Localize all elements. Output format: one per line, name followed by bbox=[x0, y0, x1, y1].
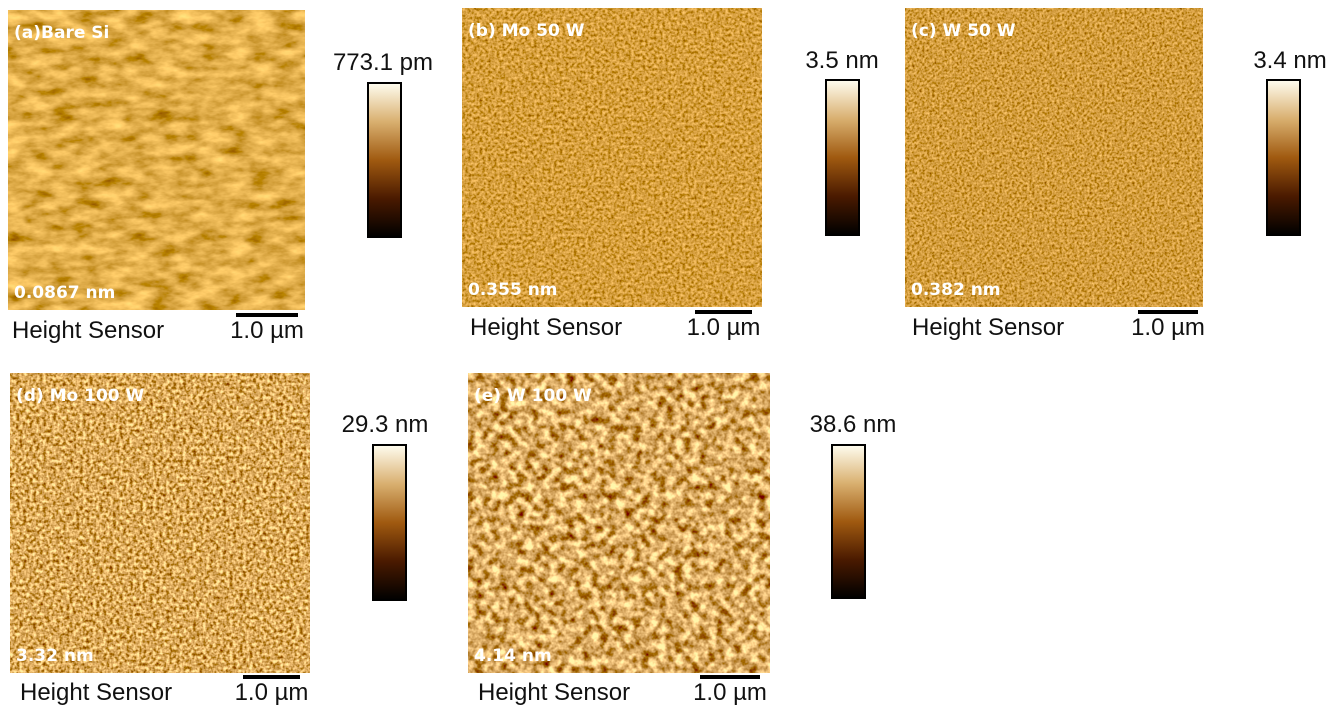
channel-label: Height Sensor bbox=[912, 314, 1064, 341]
colorbar-max: 29.3 nm bbox=[342, 411, 429, 438]
colorbar bbox=[368, 83, 401, 237]
panel-label: (d) Mo 100 W bbox=[16, 386, 145, 406]
roughness-label: 0.355 nm bbox=[468, 280, 558, 300]
colorbar-max: 3.5 nm bbox=[805, 47, 878, 74]
channel-label: Height Sensor bbox=[12, 317, 164, 344]
scale-bar-label: 1.0 µm bbox=[1131, 314, 1205, 341]
afm-panel: (c) W 50 W 0.382 nm 3.4 nm Height Sensor 1.0… bbox=[905, 8, 1327, 341]
roughness-label: 0.382 nm bbox=[911, 280, 1001, 300]
afm-image bbox=[468, 373, 770, 673]
panels: (a)Bare Si 0.0867 nm 773.1 pm Height Sensor… bbox=[8, 8, 1327, 706]
colorbar bbox=[826, 80, 859, 235]
roughness-label: 3.32 nm bbox=[16, 646, 94, 666]
scale-bar-label: 1.0 µm bbox=[235, 679, 309, 706]
afm-panel: (a)Bare Si 0.0867 nm 773.1 pm Height Sensor… bbox=[8, 10, 433, 344]
afm-image bbox=[10, 373, 310, 673]
channel-label: Height Sensor bbox=[20, 679, 172, 706]
colorbar-max: 3.4 nm bbox=[1253, 47, 1326, 74]
colorbar-max: 38.6 nm bbox=[810, 411, 897, 438]
panel-label: (e) W 100 W bbox=[474, 386, 592, 406]
scale-bar-label: 1.0 µm bbox=[687, 314, 761, 341]
panel-label: (c) W 50 W bbox=[911, 21, 1016, 41]
roughness-label: 4.14 nm bbox=[474, 646, 552, 666]
scale-bar-label: 1.0 µm bbox=[230, 317, 304, 344]
scale-bar-label: 1.0 µm bbox=[693, 679, 767, 706]
channel-label: Height Sensor bbox=[478, 679, 630, 706]
panel-label: (a)Bare Si bbox=[14, 23, 109, 43]
figure: (a)Bare Si 0.0867 nm 773.1 pm Height Sensor… bbox=[0, 0, 1336, 708]
colorbar bbox=[373, 445, 406, 600]
colorbar-max: 773.1 pm bbox=[333, 49, 433, 76]
afm-panel: (b) Mo 50 W 0.355 nm 3.5 nm Height Sensor 1.… bbox=[462, 8, 879, 341]
panel-label: (b) Mo 50 W bbox=[468, 21, 585, 41]
roughness-label: 0.0867 nm bbox=[14, 283, 115, 303]
afm-panel: (e) W 100 W 4.14 nm 38.6 nm Height Sensor 1.… bbox=[468, 373, 896, 706]
colorbar bbox=[1267, 80, 1300, 235]
afm-image bbox=[8, 10, 305, 310]
channel-label: Height Sensor bbox=[470, 314, 622, 341]
colorbar bbox=[832, 445, 865, 598]
afm-image bbox=[905, 8, 1203, 307]
afm-panel: (d) Mo 100 W 3.32 nm 29.3 nm Height Sensor 1… bbox=[10, 373, 428, 706]
afm-image bbox=[462, 8, 762, 307]
